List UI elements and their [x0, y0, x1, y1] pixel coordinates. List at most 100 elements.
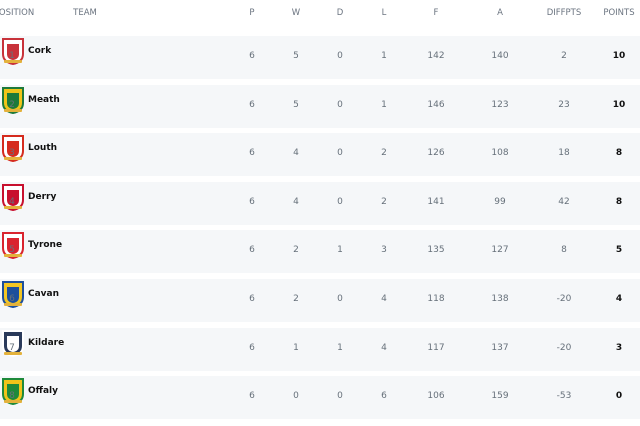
offaly-crest-icon	[2, 378, 24, 406]
cell-pts: 4	[615, 294, 623, 304]
team-name: Offaly	[28, 386, 58, 397]
header-l[interactable]: L	[381, 8, 387, 18]
cell-pos: 5	[9, 245, 15, 256]
cell-l: 2	[381, 148, 387, 159]
team-cell[interactable]: Meath	[0, 85, 640, 115]
cell-d: 0	[337, 51, 343, 61]
cell-f: 141	[427, 196, 445, 207]
header-points[interactable]: POINTS	[603, 8, 635, 18]
team-cell[interactable]: Tyrone	[0, 230, 640, 260]
cell-pos: 6	[9, 294, 15, 304]
cell-p: 6	[249, 391, 255, 402]
cell-a: 108	[491, 148, 509, 159]
cell-l: 1	[381, 51, 387, 61]
cell-f: 126	[427, 148, 445, 159]
cell-diff: 18	[558, 148, 570, 159]
cell-p: 6	[249, 342, 255, 353]
table-header: POSITION TEAM P W D L F A DIFFPTS POINTS	[0, 8, 640, 22]
cell-a: 123	[491, 99, 509, 110]
cell-w: 5	[293, 99, 299, 110]
cell-p: 6	[249, 245, 255, 256]
cell-w: 1	[293, 342, 299, 353]
cell-d: 0	[337, 196, 343, 207]
cell-p: 6	[249, 148, 255, 159]
cell-d: 1	[337, 245, 343, 256]
cell-p: 6	[249, 196, 255, 207]
cell-a: 99	[494, 196, 506, 207]
cell-diff: 23	[558, 99, 570, 110]
cell-d: 0	[337, 148, 343, 159]
team-cell[interactable]: Offaly	[0, 376, 640, 406]
cell-pos: 7	[9, 342, 15, 353]
cell-d: 0	[337, 294, 343, 304]
cell-f: 142	[427, 51, 445, 61]
table-row[interactable]: 6 6 2 0 4 118 138 -20 4 Cavan	[0, 279, 640, 322]
table-row[interactable]: 8 6 0 0 6 106 159 -53 0 Offaly	[0, 376, 640, 420]
cell-diff: -20	[556, 294, 572, 304]
cell-d: 1	[337, 342, 343, 353]
cell-a: 159	[491, 391, 509, 402]
team-name: Kildare	[28, 337, 65, 348]
team-name: Tyrone	[28, 240, 63, 251]
cell-pts: 10	[612, 99, 626, 110]
table-row[interactable]: 3 6 4 0 2 126 108 18 8 Louth	[0, 133, 640, 177]
cell-p: 6	[249, 51, 255, 61]
cell-l: 2	[381, 196, 387, 207]
header-f[interactable]: F	[433, 8, 439, 18]
cell-l: 3	[381, 245, 387, 256]
cell-pos: 3	[9, 148, 15, 159]
cell-w: 2	[293, 294, 299, 304]
header-position[interactable]: POSITION	[0, 8, 35, 18]
cell-pts: 8	[615, 196, 623, 207]
cell-a: 127	[491, 245, 509, 256]
table-row[interactable]: 7 6 1 1 4 117 137 -20 3 Kildare	[0, 327, 640, 371]
cell-w: 4	[293, 196, 299, 207]
cell-diff: 42	[558, 196, 570, 207]
cell-p: 6	[249, 99, 255, 110]
team-cell[interactable]: Louth	[0, 133, 640, 163]
cell-w: 4	[293, 148, 299, 159]
table-row[interactable]: 5 6 2 1 3 135 127 8 5 Tyrone	[0, 230, 640, 274]
team-cell[interactable]: Derry	[0, 182, 640, 212]
team-name: Cavan	[28, 289, 60, 299]
cell-pts: 0	[615, 391, 623, 402]
cell-diff: -53	[556, 391, 572, 402]
cell-w: 2	[293, 245, 299, 256]
cell-pos: 2	[9, 99, 15, 110]
table-row[interactable]: 2 6 5 0 1 146 123 23 10 Meath	[0, 84, 640, 128]
cell-l: 1	[381, 99, 387, 110]
team-cell[interactable]: Cork	[0, 36, 640, 66]
cell-f: 106	[427, 391, 445, 402]
team-cell[interactable]: Cavan	[0, 279, 640, 309]
cell-pts: 5	[615, 245, 623, 256]
cell-f: 146	[427, 99, 445, 110]
louth-crest-icon	[2, 135, 24, 163]
kildare-crest-icon	[2, 329, 24, 357]
cell-p: 6	[249, 294, 255, 304]
table-row[interactable]: 4 6 4 0 2 141 99 42 8 Derry	[0, 181, 640, 225]
header-a[interactable]: A	[497, 8, 503, 18]
table-row[interactable]: 1 6 5 0 1 142 140 2 10 Cork	[0, 36, 640, 79]
cell-diff: 8	[561, 245, 567, 256]
cell-w: 0	[293, 391, 299, 402]
header-w[interactable]: W	[291, 8, 301, 18]
header-d[interactable]: D	[336, 8, 344, 18]
tyrone-crest-icon	[2, 232, 24, 260]
cell-pos: 8	[9, 391, 15, 402]
cell-f: 117	[427, 342, 445, 353]
team-name: Louth	[28, 143, 58, 154]
cell-pts: 10	[612, 51, 626, 61]
cell-l: 6	[381, 391, 387, 402]
cavan-crest-icon	[2, 281, 24, 309]
header-p[interactable]: P	[249, 8, 255, 18]
cell-a: 138	[491, 294, 509, 304]
meath-crest-icon	[2, 86, 24, 114]
header-team[interactable]: TEAM	[73, 8, 97, 18]
cell-w: 5	[293, 51, 299, 61]
cell-a: 137	[491, 342, 509, 353]
cell-d: 0	[337, 99, 343, 110]
cell-d: 0	[337, 391, 343, 402]
cell-l: 4	[381, 294, 387, 304]
team-cell[interactable]: Kildare	[0, 328, 640, 358]
header-diffpts[interactable]: DIFFPTS	[546, 8, 582, 18]
